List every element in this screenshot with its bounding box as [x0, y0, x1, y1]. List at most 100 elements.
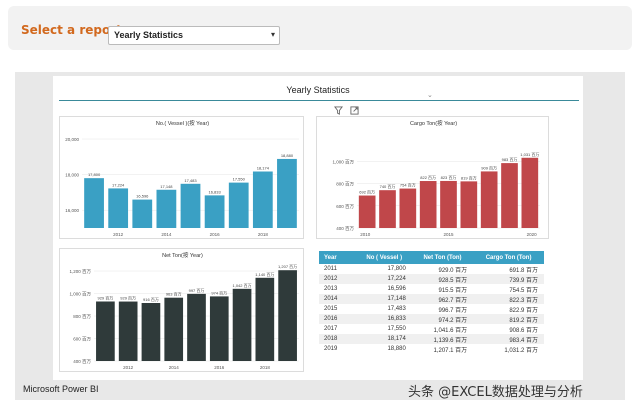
data-label: 1,042 百万 — [232, 283, 251, 288]
table-cell: 2018 — [319, 334, 357, 344]
watermark-text: 头条 @EXCEL数据处理与分析 — [408, 385, 583, 400]
table-cell: 983.4 百万 — [473, 334, 544, 344]
data-label: 819 百万 — [461, 175, 477, 180]
visual-header-icons — [334, 106, 363, 117]
x-tick-label: 2010 — [360, 232, 371, 237]
table-cell: 1,031.2 百万 — [504, 347, 538, 354]
x-tick-label: 2016 — [214, 365, 225, 370]
data-label: 963 百万 — [166, 292, 182, 297]
data-label: 1,140 百万 — [255, 272, 274, 277]
table-row: 2018 18,174 1,139.6 百万 983.4 百万 — [319, 334, 544, 344]
data-label: 822 百万 — [420, 175, 436, 180]
x-tick-label: 2014 — [161, 232, 172, 237]
table-cell: 16,833 — [356, 314, 412, 324]
x-tick-label: 2018 — [260, 365, 271, 370]
table-cell: 17,800 — [387, 266, 406, 272]
table-cell: 739.9 百万 — [473, 274, 544, 284]
table-row: 2016 16,833 974.2 百万 819.2 百万 — [319, 314, 544, 324]
data-label: 929 百万 — [120, 296, 136, 301]
bar-2018 — [255, 277, 275, 361]
y-tick-label: 1,000 百万 — [69, 292, 91, 298]
data-label: 18,174 — [257, 166, 270, 171]
table-cell: 962.7 百万 — [411, 294, 474, 304]
chart-title: Net Ton(按 Year) — [162, 251, 203, 259]
vessel-chart-svg: No.( Vessel )(按 Year) 20,000 18,000 16,000 1… — [65, 119, 299, 237]
table-cell: 2014 — [319, 294, 357, 304]
table-cell: 1,139.6 百万 — [411, 334, 474, 344]
x-tick-label: 2020 — [527, 232, 538, 237]
report-dropdown-value: Yearly Statistics — [114, 30, 184, 40]
table-row: 2013 16,596 915.5 百万 754.5 百万 — [319, 284, 544, 294]
x-tick-label: 2015 — [443, 232, 454, 237]
y-tick-label: 20,000 — [65, 137, 79, 142]
table-row: 2015 17,483 996.7 百万 822.9 百万 — [319, 304, 544, 314]
bar-2018 — [252, 171, 273, 228]
table-header-cell[interactable]: Cargo Ton (Ton) — [473, 251, 544, 264]
y-tick-label: 18,000 — [65, 173, 79, 178]
report-selector-bar: Select a report: Yearly Statistics ▾ — [8, 6, 632, 50]
table-cell: 2012 — [319, 274, 357, 284]
x-tick-label: 2014 — [169, 365, 180, 370]
table-header-cell[interactable]: Year — [319, 251, 357, 264]
data-label: 692 百万 — [359, 190, 375, 195]
bar-2011 — [358, 195, 376, 228]
data-label: 17,148 — [160, 184, 173, 189]
data-label: 16,833 — [208, 189, 221, 194]
net-ton-chart[interactable]: Net Ton(按 Year) 1,200 百万 1,000 百万 800 百万 600… — [59, 248, 304, 372]
table-cell: 2017 — [324, 326, 338, 332]
table-cell: 908.6 百万 — [509, 327, 538, 334]
yearly-data-table: Year No ( Vessel ) Net Ton (Ton) Cargo Ton … — [319, 251, 544, 354]
bar-2011 — [84, 178, 104, 228]
powerbi-brand-link[interactable]: Microsoft Power BI — [23, 384, 99, 394]
report-title: Yearly Statistics — [286, 85, 350, 95]
table-cell: 915.5 百万 — [438, 287, 468, 294]
bar-2015 — [187, 293, 206, 361]
table-cell: 17,224 — [356, 274, 412, 284]
vessel-chart[interactable]: No.( Vessel )(按 Year) 20,000 18,000 16,000 1… — [59, 116, 304, 239]
table-cell: 17,483 — [387, 306, 406, 312]
report-dropdown[interactable]: Yearly Statistics ▾ — [108, 26, 280, 45]
table-cell: 2015 — [324, 306, 338, 312]
bar-2017 — [232, 288, 252, 361]
bar-2018 — [501, 163, 518, 228]
table-row: 2012 17,224 928.5 百万 739.9 百万 — [319, 274, 544, 284]
bar-2011 — [96, 301, 115, 361]
cargo-ton-chart-svg: Cargo Ton(按 Year) 1,000 百万 800 百万 600 百万 400… — [332, 119, 540, 237]
data-label: 929 百万 — [97, 295, 113, 300]
x-tick-label: 2012 — [113, 232, 124, 237]
table-cell: 17,148 — [356, 294, 412, 304]
data-label: 916 百万 — [143, 297, 159, 302]
chart-title: Cargo Ton(按 Year) — [410, 119, 457, 127]
focus-mode-icon[interactable] — [349, 106, 359, 117]
bar-2017 — [228, 182, 249, 228]
data-label: 17,483 — [184, 178, 197, 183]
bar-2013 — [132, 199, 153, 228]
table-cell: 928.5 百万 — [411, 274, 474, 284]
y-tick-label: 600 百万 — [336, 204, 354, 210]
expand-chevron-icon[interactable]: ⌄ — [427, 92, 433, 99]
bar-2015 — [180, 183, 201, 228]
y-tick-label: 600 百万 — [73, 337, 91, 343]
data-label: 17,224 — [112, 182, 125, 187]
data-label: 17,550 — [233, 177, 246, 182]
table-row: 2011 17,800 929.0 百万 691.8 百万 — [319, 264, 544, 274]
data-label: 1,031 百万 — [520, 152, 539, 157]
table-cell: 1,207.1 百万 — [433, 347, 468, 354]
cargo-ton-chart[interactable]: Cargo Ton(按 Year) 1,000 百万 800 百万 600 百万 400… — [316, 116, 549, 239]
table-header-cell[interactable]: Net Ton (Ton) — [411, 251, 474, 264]
table-cell: 822.3 百万 — [473, 294, 544, 304]
table-cell: 2013 — [324, 286, 338, 292]
table-cell: 2011 — [324, 266, 337, 272]
table-cell: 16,596 — [387, 286, 406, 292]
y-tick-label: 1,000 百万 — [332, 159, 354, 165]
data-label: 983 百万 — [502, 157, 518, 162]
bar-2019 — [278, 270, 297, 361]
bar-2012 — [379, 190, 396, 228]
filter-icon[interactable] — [334, 106, 346, 117]
net-ton-chart-svg: Net Ton(按 Year) 1,200 百万 1,000 百万 800 百万 600… — [69, 251, 299, 370]
data-label: 909 百万 — [481, 165, 497, 170]
table-header-cell[interactable]: No ( Vessel ) — [356, 251, 412, 264]
table-cell: 2019 — [324, 346, 338, 352]
data-label: 17,800 — [88, 172, 101, 177]
table-row: 2017 17,550 1,041.6 百万 908.6 百万 — [319, 324, 544, 334]
